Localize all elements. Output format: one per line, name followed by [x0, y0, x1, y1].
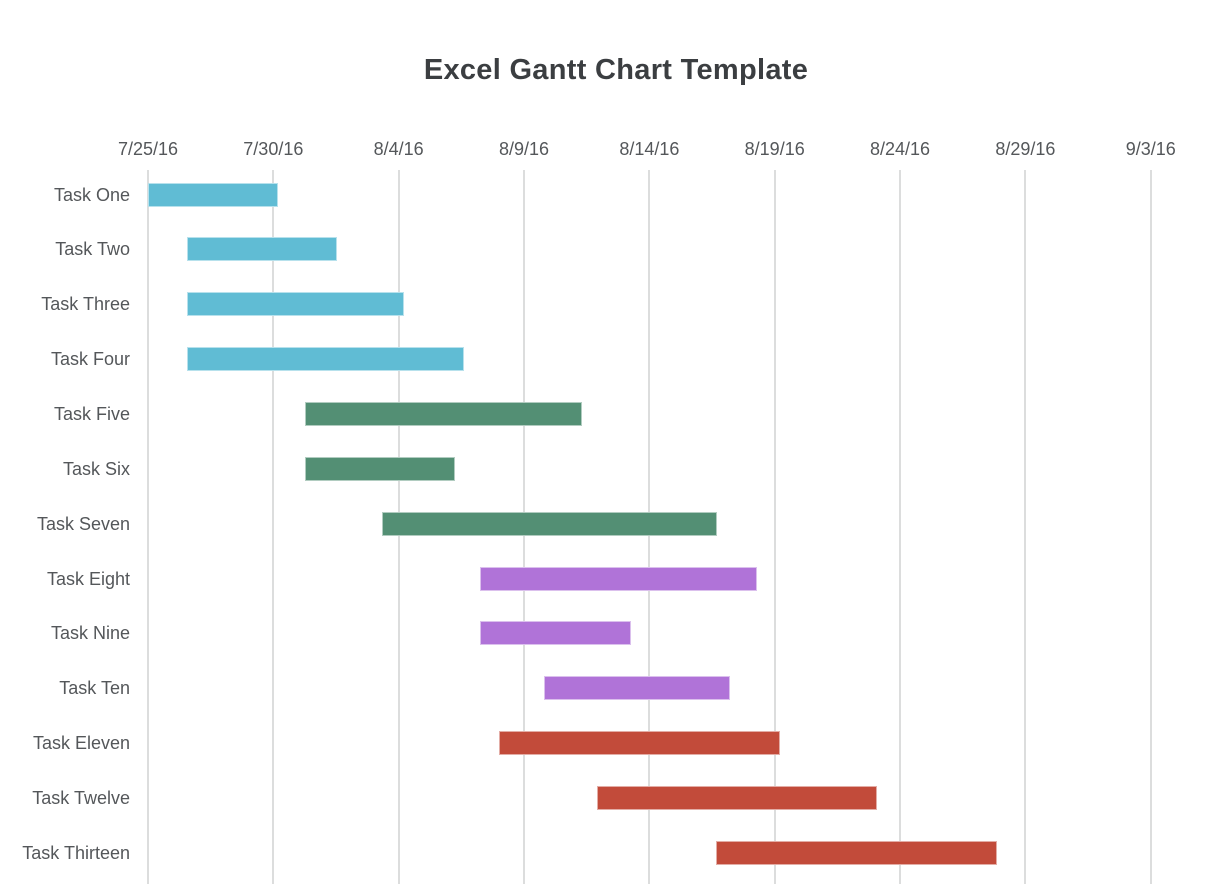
x-axis-tick-label: 8/24/16: [870, 139, 931, 159]
task-label: Task Six: [62, 458, 130, 479]
task-label: Task Three: [41, 294, 130, 315]
gridline: [1149, 170, 1152, 884]
x-axis-tick-label: 9/3/16: [1125, 139, 1176, 159]
gantt-bar: [304, 401, 582, 426]
task-label: Task Ten: [59, 678, 130, 699]
x-axis-tick-label: 7/30/16: [243, 139, 304, 159]
gantt-bar: [544, 676, 730, 701]
task-label: Task Nine: [50, 623, 130, 644]
gantt-bar: [186, 237, 338, 262]
x-axis-tick-label: 7/25/16: [117, 139, 179, 159]
task-label: Task Thirteen: [22, 842, 130, 863]
gridline: [899, 170, 902, 884]
gantt-bar: [715, 840, 997, 865]
gantt-bar: [498, 731, 780, 756]
x-axis-tick-label: 8/29/16: [995, 139, 1056, 159]
gridline: [272, 170, 275, 884]
task-label: Task Two: [55, 239, 130, 260]
x-axis-tick-label: 8/19/16: [744, 139, 805, 159]
task-label: Task Eight: [46, 568, 130, 589]
gantt-bar: [382, 511, 718, 536]
gantt-bar: [304, 456, 456, 481]
task-label: Task Seven: [36, 513, 130, 534]
gantt-bar: [480, 566, 758, 591]
gantt-bar: [596, 786, 878, 811]
task-label: Task One: [53, 184, 130, 205]
gantt-bar: [148, 182, 279, 207]
gridline: [147, 170, 149, 884]
task-label: Task Five: [53, 403, 130, 424]
task-label: Task Twelve: [32, 788, 130, 809]
gridline: [1024, 170, 1027, 884]
task-label: Task Eleven: [32, 733, 130, 754]
gantt-bar: [186, 347, 464, 372]
gantt-bar: [480, 621, 631, 646]
x-axis-tick-label: 8/14/16: [619, 139, 680, 159]
x-axis-tick-label: 8/9/16: [498, 139, 550, 159]
gantt-bar: [186, 292, 404, 317]
chart-title: Excel Gantt Chart Template: [423, 54, 809, 86]
x-axis-tick-label: 8/4/16: [373, 139, 424, 159]
gridline: [773, 170, 776, 884]
task-label: Task Four: [50, 349, 130, 370]
